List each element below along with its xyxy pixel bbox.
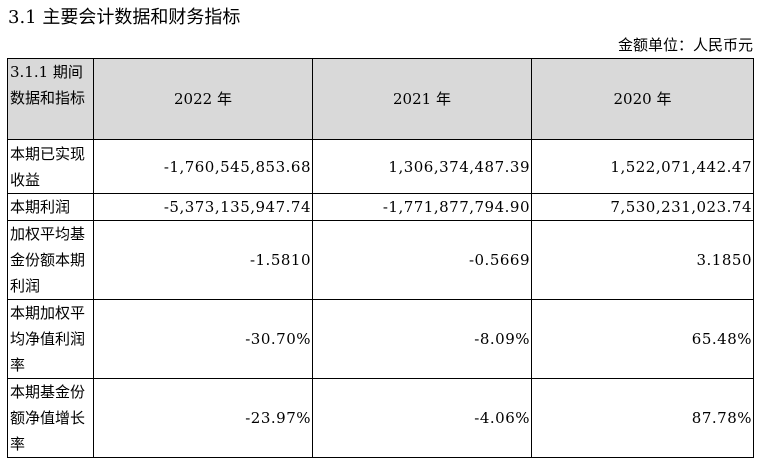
cell-value: 7,530,231,023.74 bbox=[531, 193, 754, 221]
cell-value: 87.78% bbox=[531, 378, 754, 458]
cell-value: -4.06% bbox=[312, 378, 532, 458]
row-label: 加权平均基金份额本期利润 bbox=[7, 220, 94, 300]
currency-unit-label: 金额单位：人民币元 bbox=[617, 36, 753, 54]
cell-value: 65.48% bbox=[531, 299, 754, 379]
cell-value: -1,771,877,794.90 bbox=[312, 193, 532, 221]
cell-value: -5,373,135,947.74 bbox=[93, 193, 313, 221]
section-title: 3.1 主要会计数据和财务指标 bbox=[8, 7, 241, 28]
row-label: 本期已实现收益 bbox=[7, 139, 94, 194]
financial-indicators-table: 3.1.1 期间数据和指标 2022 年 2021 年 2020 年 本期已实现… bbox=[7, 58, 754, 458]
cell-value: -0.5669 bbox=[312, 220, 532, 300]
cell-value: -23.97% bbox=[93, 378, 313, 458]
table-row: 加权平均基金份额本期利润 -1.5810 -0.5669 3.1850 bbox=[7, 220, 754, 300]
table-row: 本期利润 -5,373,135,947.74 -1,771,877,794.90… bbox=[7, 193, 754, 221]
year-header-2020: 2020 年 bbox=[531, 58, 754, 140]
cell-value: -1.5810 bbox=[93, 220, 313, 300]
table-row: 本期基金份额净值增长率 -23.97% -4.06% 87.78% bbox=[7, 378, 754, 458]
row-label: 本期基金份额净值增长率 bbox=[7, 378, 94, 458]
cell-value: 1,522,071,442.47 bbox=[531, 139, 754, 194]
year-header-2022: 2022 年 bbox=[93, 58, 313, 140]
year-header-2021: 2021 年 bbox=[312, 58, 532, 140]
table-row: 本期加权平均净值利润率 -30.70% -8.09% 65.48% bbox=[7, 299, 754, 379]
table-row: 本期已实现收益 -1,760,545,853.68 1,306,374,487.… bbox=[7, 139, 754, 194]
cell-value: 3.1850 bbox=[531, 220, 754, 300]
cell-value: -1,760,545,853.68 bbox=[93, 139, 313, 194]
cell-value: -30.70% bbox=[93, 299, 313, 379]
cell-value: -8.09% bbox=[312, 299, 532, 379]
row-label: 本期利润 bbox=[7, 193, 94, 221]
corner-header: 3.1.1 期间数据和指标 bbox=[7, 58, 94, 140]
table-header-row: 3.1.1 期间数据和指标 2022 年 2021 年 2020 年 bbox=[7, 58, 754, 140]
cell-value: 1,306,374,487.39 bbox=[312, 139, 532, 194]
row-label: 本期加权平均净值利润率 bbox=[7, 299, 94, 379]
